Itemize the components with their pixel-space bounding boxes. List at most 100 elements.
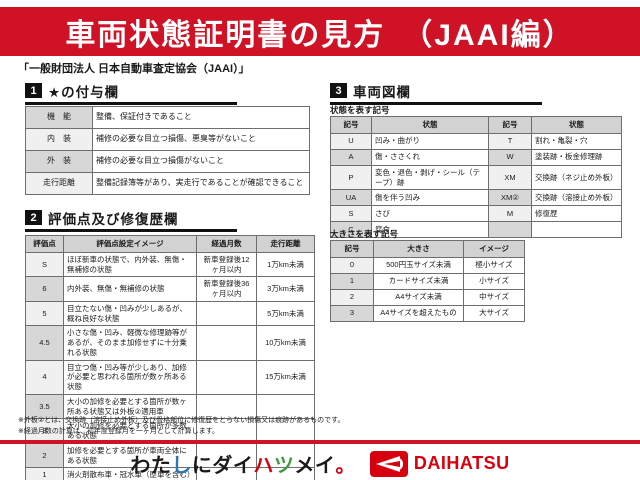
table-row: 6 内外装、無傷・無補修の状態 新車登録後36ヶ月以内 3万km未満: [25, 276, 315, 302]
table-cell: [256, 467, 315, 480]
table-cell: 内 装: [25, 128, 93, 151]
table-row: P 変色・退色・剥げ・シール（テープ）跡 XM 交換跡（ネジ止め外板）: [330, 164, 622, 191]
table-cell: T: [488, 132, 532, 150]
table-cell: 走行距離: [25, 172, 93, 195]
table-row: S ほぼ新車の状態で、内外装、無傷・無補修の状態 新車登録後12ヶ月以内 1万km未満: [25, 251, 315, 278]
column-header: イメージ: [463, 240, 525, 258]
table-cell: 変色・退色・剥げ・シール（テープ）跡: [371, 164, 489, 191]
table-row: S さび M 修復歴: [330, 205, 622, 223]
table-cell: [256, 442, 315, 469]
table-cell: 1: [330, 272, 374, 290]
organization-subtitle: 「一般財団法人 日本自動車査定協会（JAAI）」: [18, 63, 250, 75]
slogan-char: イ: [314, 455, 336, 477]
section-title: 車両図欄: [353, 84, 411, 100]
table-row: 機 能整備、保証付きであること: [25, 106, 310, 129]
table-cell: さび: [371, 205, 489, 223]
table-cell: 2: [25, 442, 64, 469]
column-header: 経過月数: [196, 235, 257, 253]
table-cell: P: [330, 164, 372, 191]
size-symbols-table: 記号 大きさ イメージ 0 500円玉サイズ未満 極小サイズ 1 カードサイズ未満 小サイズ 2 A…: [330, 240, 525, 322]
section-title: 評価点及び修復歴欄: [48, 211, 179, 227]
table-cell: 5万km未満: [256, 300, 315, 327]
table-cell: [531, 221, 622, 239]
table-cell: 整備記録簿等があり、実走行であることが確認できること: [92, 172, 310, 195]
table-cell: 加修を必要とする箇所が車両全体にある状態: [63, 442, 197, 469]
table-cell: 4: [25, 359, 64, 395]
table-cell: 15万km未満: [256, 359, 315, 395]
table-cell: 交換跡（溶接止め外板）: [531, 189, 622, 207]
table-cell: 傷を伴う凹み: [371, 189, 489, 207]
column-header: 記号: [330, 116, 372, 134]
table-cell: 1万km未満: [256, 251, 315, 278]
slogan-char: に: [191, 455, 213, 477]
table-row: 4.5 小さな傷・凹み、軽微な修理跡等があるが、そのまま加修せずに十分乗れる状態 1…: [25, 325, 315, 361]
daihatsu-slogan: わたしにダイハツメイ。: [130, 449, 356, 478]
table-cell: 新車登録後36ヶ月以内: [196, 276, 257, 302]
daihatsu-logo: DAIHATSU: [369, 450, 510, 477]
table-cell: A4サイズ未満: [373, 288, 464, 306]
table-cell: XM②: [488, 189, 532, 207]
table-cell: [488, 221, 532, 239]
table-cell: UA: [330, 189, 372, 207]
table-cell: [256, 393, 315, 420]
table-cell: 新車登録後12ヶ月以内: [196, 251, 257, 278]
evaluation-score-table: 評価点 評価点設定イメージ 経過月数 走行距離 S ほぼ新車の状態で、内外装、無傷・無補修…: [25, 235, 315, 480]
table-cell: [196, 359, 257, 395]
title-banner: 車両状態証明書の見方 （JAAI編）: [0, 7, 640, 56]
daihatsu-emblem-icon: [369, 450, 408, 477]
column-header: 走行距離: [256, 235, 315, 253]
table-cell: 割れ・亀裂・穴: [531, 132, 622, 150]
table-cell: [196, 300, 257, 327]
table-cell: 交換跡（ネジ止め外板）: [531, 164, 622, 191]
table-row: 1 消火剤散布車・冠水車（歴車を含む）: [25, 467, 315, 480]
table-cell: 小サイズ: [463, 272, 525, 290]
table-row: 2 加修を必要とする箇所が車両全体にある状態: [25, 442, 315, 469]
brand-wordmark: DAIHATSU: [413, 453, 510, 473]
footnote: ※経過月数の計算は、初年度登録月を一ヶ月として計算します。: [18, 427, 219, 435]
footer: わたしにダイハツメイ。 DAIHATSU: [0, 447, 640, 480]
table-header-row: 記号 状態 記号 状態: [330, 116, 622, 134]
table-cell: 5: [25, 300, 64, 327]
slogan-char: イ: [232, 455, 254, 477]
table-row: 3.5 大小の加修を必要とする箇所が数ヶ所ある状態又は外板②適用車: [25, 393, 315, 420]
slogan-char: わ: [130, 455, 151, 477]
table-row: 2 A4サイズ未満 中サイズ: [330, 288, 525, 306]
table-cell: 3: [330, 304, 374, 322]
column-header: 評価点設定イメージ: [63, 235, 197, 253]
column-header: 記号: [488, 116, 532, 134]
table-cell: 極小サイズ: [463, 256, 525, 274]
table-cell: 傷・ささくれ: [371, 148, 489, 166]
slogan-char: ダ: [212, 455, 233, 477]
table-row: C 腐食: [330, 221, 622, 239]
table-cell: M: [488, 205, 532, 223]
table-cell: C: [330, 221, 372, 239]
table-cell: 6: [25, 276, 64, 302]
table-cell: 10万km未満: [256, 325, 315, 361]
table-cell: 目立たない傷・凹みが少しあるが、概ね良好な状態: [63, 300, 197, 327]
table-header-row: 記号 大きさ イメージ: [330, 240, 525, 258]
table-cell: 塗装跡・板金修理跡: [531, 148, 622, 166]
state-symbols-label: 状態を表す記号: [330, 105, 390, 115]
table-row: 3 A4サイズを超えたもの 大サイズ: [330, 304, 525, 322]
slogan-char: メ: [294, 455, 315, 477]
size-symbols-label: 大きさを表す記号: [330, 229, 399, 239]
section-heading-diagram: 3 車両図欄: [330, 82, 542, 105]
table-row: 走行距離 整備記録簿等があり、実走行であることが確認できること: [25, 172, 310, 195]
table-cell: 1: [25, 467, 64, 480]
table-row: 内 装補修の必要な目立つ損傷、悪臭等がないこと: [25, 128, 310, 151]
footnote: ※外板②とは、交換跡（溶接止め外板）及び骨格部位に修復歴をとらない損傷又は痕跡が…: [18, 417, 345, 424]
footer-divider-line: [0, 440, 640, 444]
star-grant-table: 機 能整備、保証付きであること内 装補修の必要な目立つ損傷、悪臭等がないこと外 …: [25, 106, 310, 195]
column-header: 評価点: [25, 235, 64, 253]
table-row: 1 カードサイズ未満 小サイズ: [330, 272, 525, 290]
table-cell: 目立つ傷・凹み等が少しあり、加修が必要と思われる箇所が数ヶ所ある状態: [63, 359, 197, 395]
column-header: 状態: [531, 116, 622, 134]
table-cell: 4.5: [25, 325, 64, 361]
column-header: 記号: [330, 240, 374, 258]
table-cell: [196, 442, 257, 469]
slogan-char: し: [171, 455, 192, 477]
section-number-badge: 3: [330, 83, 347, 98]
column-header: 状態: [371, 116, 489, 134]
section-heading-star-grant: 1 ★の付与欄: [25, 82, 237, 105]
table-cell: A: [330, 148, 372, 166]
